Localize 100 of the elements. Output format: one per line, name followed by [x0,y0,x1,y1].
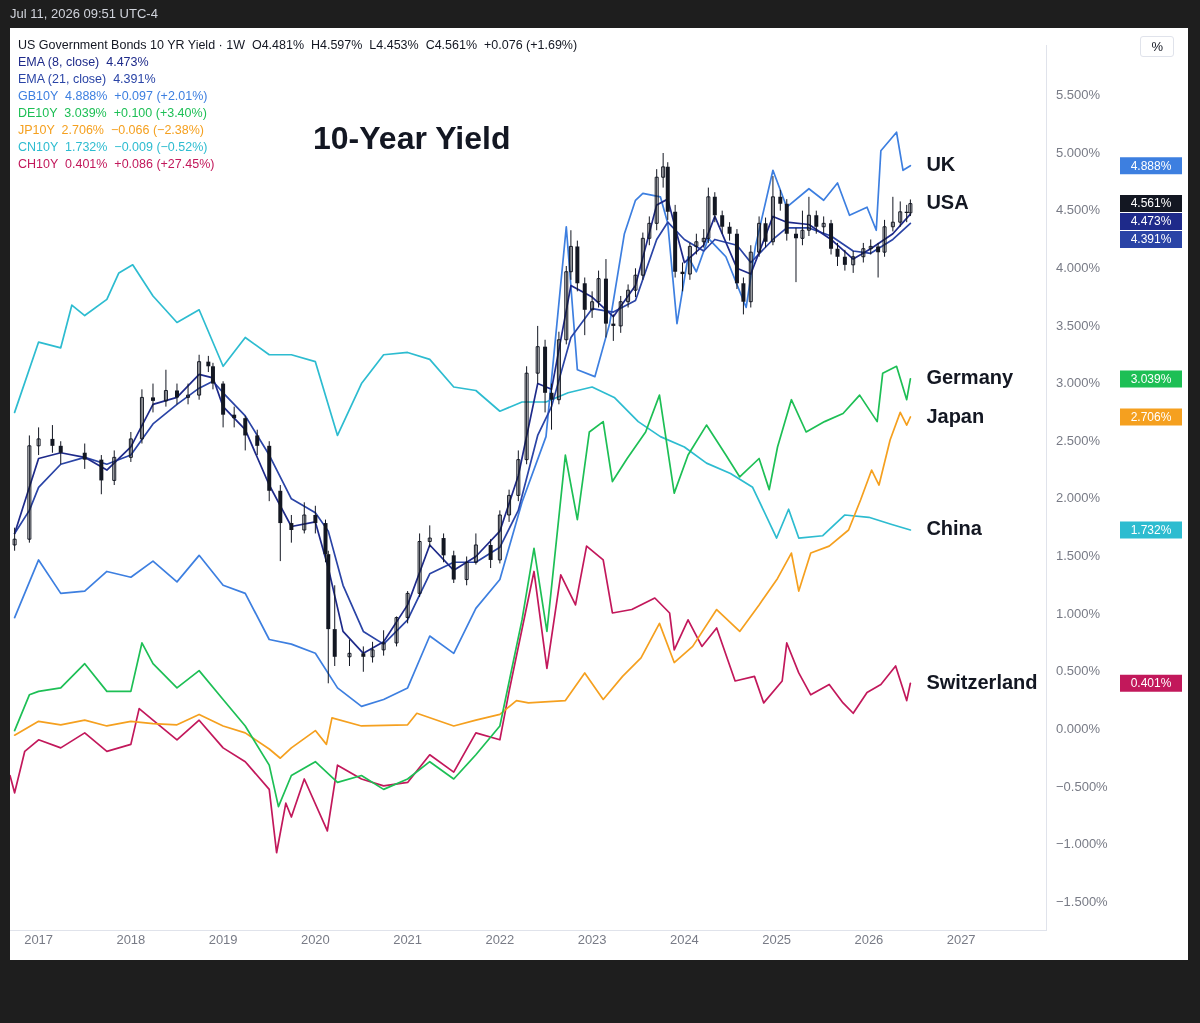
candlestick [535,325,540,385]
candlestick [497,509,502,564]
candlestick [174,383,179,405]
text: Jul 11, 2026 09:51 UTC-4 [10,6,158,21]
candlestick [842,249,847,272]
text: 4.888% [1130,158,1172,173]
candlestick [197,354,202,401]
candlestick [255,429,260,456]
annotation: EMA (8, close) 4.473% [18,54,150,71]
x-tick-label: 2027 [946,932,976,948]
candlestick [741,277,746,315]
candlestick [289,514,294,544]
candlestick [687,242,692,281]
y-tick-label: 0.500% [1056,663,1101,679]
candlestick [427,524,432,548]
candlestick [361,645,366,673]
candlestick [347,638,352,667]
y-tick-label: −1.000% [1056,836,1109,852]
candlestick [712,191,717,223]
candlestick [128,431,133,463]
text: 10-Year Yield [313,120,511,157]
text: 4.391% [1130,232,1172,247]
text: 2.706% [1130,409,1172,424]
x-tick-label: 2024 [669,932,699,948]
candlestick [82,443,87,470]
candlestick [150,383,155,413]
candlestick [882,219,887,258]
candlestick [890,196,895,232]
candlestick [590,290,595,319]
candlestick [405,590,410,624]
candlestick [640,232,645,281]
y-tick-label: 3.000% [1056,375,1101,391]
series-label: China [926,517,983,540]
series-label: USA [926,191,969,214]
x-tick-label: 2025 [762,932,792,948]
candlestick [302,501,307,534]
text: 3.039% [1130,371,1172,386]
y-tick-label: −0.500% [1056,778,1109,794]
candlestick [394,615,399,647]
y-tick-label: 4.500% [1056,202,1101,218]
candlestick [112,449,117,486]
candlestick [806,196,811,237]
candlestick [861,242,866,264]
y-tick-label: 4.000% [1056,259,1101,275]
annotation: GB10Y 4.888% +0.097 (+2.01%) [18,88,209,105]
series-label: Switzerland [926,670,1038,693]
y-tick-label: 0.000% [1056,720,1101,736]
y-tick-label: 2.000% [1056,490,1101,506]
candlestick [800,210,805,246]
text: 1.732% [1130,522,1172,537]
candlestick [370,641,375,664]
candlestick [694,233,699,255]
candlestick [58,440,63,465]
x-tick-label: 2017 [24,932,54,948]
x-tick-label: 2023 [577,932,607,948]
x-tick-label: 2019 [208,932,238,948]
candlestick [814,210,819,235]
candlestick [210,362,215,390]
y-tick-label: 2.500% [1056,432,1101,448]
candlestick [778,189,783,212]
x-tick-label: 2026 [854,932,884,948]
y-tick-label: 5.500% [1056,86,1101,102]
y-axis-title: % [1140,36,1174,57]
candlestick [99,454,104,495]
candlestick [633,267,638,298]
candlestick [647,215,652,246]
candlestick [516,449,521,502]
candlestick [549,383,554,431]
x-tick-label: 2022 [485,932,515,948]
annotation: JP10Y 2.706% −0.066 (−2.38%) [18,123,205,137]
candlestick [464,555,469,586]
candlestick [27,434,32,544]
candlestick [596,270,601,308]
y-tick-label: 3.500% [1056,317,1101,333]
candlestick [626,283,631,308]
text: 4.561% [1130,196,1172,211]
candlestick [618,295,623,334]
annotation: CN10Y 1.732% −0.009 (−0.52%) [18,140,208,154]
candlestick [748,244,753,308]
candlestick [835,242,840,267]
candlestick [876,242,881,279]
y-tick-label: −1.500% [1056,893,1109,909]
candlestick [654,168,659,231]
candlestick [727,221,732,242]
candlestick [417,532,422,598]
x-tick-label: 2018 [116,932,146,948]
candlestick [488,538,493,569]
candlestick [473,532,478,566]
y-tick-label: 1.000% [1056,605,1101,621]
candlestick [821,215,826,235]
candlestick [36,426,41,456]
candlestick [851,250,856,274]
candlestick [139,388,144,445]
candlestick [243,415,248,451]
candlestick [186,383,191,405]
series-label: UK [926,153,956,176]
candlestick [524,365,529,465]
candlestick [507,489,512,523]
x-tick-label: 2020 [300,932,330,948]
candlestick [763,217,768,249]
